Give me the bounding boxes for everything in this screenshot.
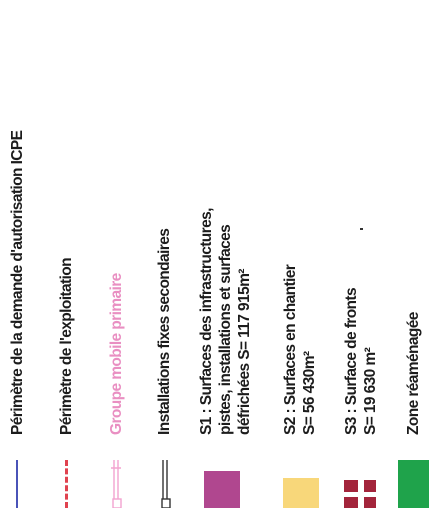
legend-item-s1: S1 : Surfaces des infrastructures, piste…: [197, 0, 259, 530]
legend-item-zone-reamenagee: Zone réaménagée: [398, 0, 429, 530]
legend-item-exploitation: Périmètre de l'exploitation: [57, 0, 81, 530]
legend-label-exploitation: Périmètre de l'exploitation: [58, 258, 75, 435]
mobile-plant-icon: [111, 460, 122, 509]
fixed-plant-icon: [161, 460, 171, 509]
legend-item-installations-fixes: Installations fixes secondaires: [153, 0, 179, 530]
legend-item-icpe: Périmètre de la demande d'autorisation I…: [8, 0, 32, 530]
legend-item-s2: S2 : Surfaces en chantier S= 56 430m²: [279, 0, 323, 530]
legend-label-installations-fixes: Installations fixes secondaires: [156, 228, 173, 435]
legend-label-s2: S2 : Surfaces en chantier S= 56 430m²: [282, 264, 318, 435]
groupe-mobile-symbol: [105, 460, 132, 509]
legend-item-s3: S3 : Surface de fronts S= 19 630 m²: [340, 0, 384, 530]
installations-fixes-symbol: [153, 460, 180, 509]
legend-label-zone-reamenagee: Zone réaménagée: [405, 312, 422, 435]
legend-label-s1: S1 : Surfaces des infrastructures, piste…: [198, 208, 253, 435]
stray-mark: [360, 228, 363, 230]
legend-label-s3: S3 : Surface de fronts S= 19 630 m²: [343, 287, 379, 435]
legend-label-groupe-mobile: Groupe mobile primaire: [108, 273, 125, 435]
legend-label-icpe: Périmètre de la demande d'autorisation I…: [9, 130, 26, 435]
legend-item-groupe-mobile: Groupe mobile primaire: [105, 0, 131, 530]
